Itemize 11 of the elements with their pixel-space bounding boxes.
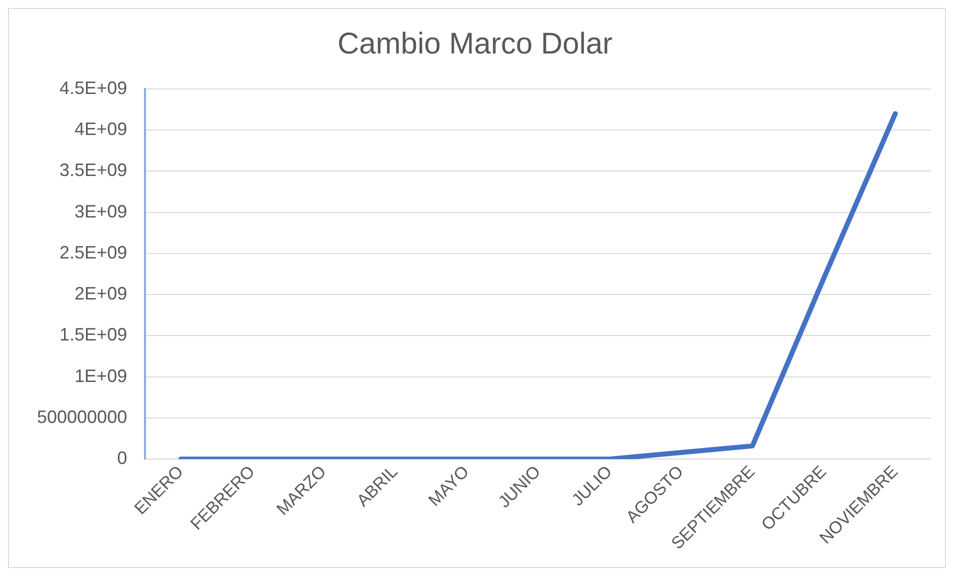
chart-title: Cambio Marco Dolar: [337, 27, 613, 60]
y-tick-label: 4E+09: [74, 119, 128, 140]
y-tick-label: 2E+09: [74, 284, 128, 304]
y-tick-label: 500000000: [36, 406, 128, 427]
y-tick-label: 2.5E+09: [60, 242, 128, 262]
y-tick-label: 1E+09: [74, 366, 128, 386]
y-tick-label: 0: [117, 448, 128, 468]
y-tick-label: 4.5E+09: [60, 78, 128, 98]
y-tick-label: 1.5E+09: [60, 324, 128, 345]
y-tick-label: 3.5E+09: [60, 160, 128, 180]
y-tick-label: 3E+09: [74, 201, 128, 222]
